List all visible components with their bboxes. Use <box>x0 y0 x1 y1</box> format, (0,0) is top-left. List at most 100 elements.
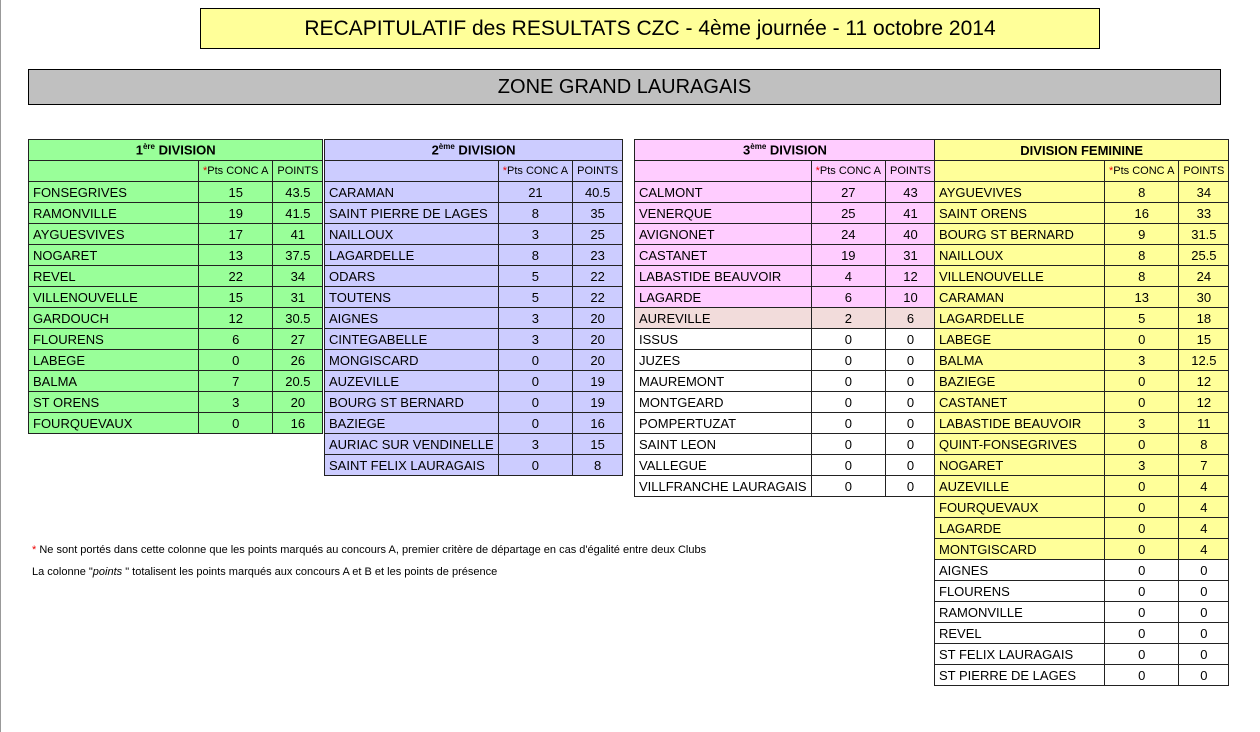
points-value: 20 <box>272 391 324 413</box>
table-row: NAILLOUX 8 25.5 <box>934 244 1230 266</box>
team-name: BALMA <box>934 349 1105 371</box>
table-row: VENERQUE 25 41 <box>634 202 936 224</box>
table-row: SAINT FELIX LAURAGAIS 0 8 <box>324 454 624 476</box>
team-name: LABASTIDE BEAUVOIR <box>934 412 1105 434</box>
division-number: 1 <box>135 142 143 158</box>
conc-a-value: 3 <box>1103 412 1180 434</box>
points-header: POINTS <box>885 160 936 182</box>
footnotes: * Ne sont portés dans cette colonne que … <box>32 539 706 583</box>
division-label: DIVISION <box>766 142 827 158</box>
conc-a-value: 0 <box>1103 580 1180 602</box>
points-value: 0 <box>1178 622 1230 644</box>
team-name: JUZES <box>634 349 812 371</box>
points-value: 33 <box>1178 202 1230 224</box>
conc-a-value: 6 <box>810 286 887 308</box>
table-row: ODARS 5 22 <box>324 265 624 287</box>
team-name: CARAMAN <box>324 181 499 203</box>
team-name: SAINT ORENS <box>934 202 1105 224</box>
points-value: 31 <box>885 244 936 266</box>
division-title: DIVISION FEMININE <box>933 139 1230 161</box>
conc-a-value: 0 <box>1103 664 1180 686</box>
points-header: POINTS <box>272 160 324 182</box>
conc-a-value: 0 <box>810 454 887 476</box>
points-value: 16 <box>572 412 624 434</box>
column-header-row: *Pts CONC A POINTS <box>324 160 624 182</box>
team-name: FOURQUEVAUX <box>28 412 199 434</box>
table-row: ISSUS 0 0 <box>634 328 936 350</box>
table-row: BAZIEGE 0 16 <box>324 412 624 434</box>
conc-a-value: 0 <box>197 412 274 434</box>
table-row: FONSEGRIVES 15 43.5 <box>28 181 324 203</box>
points-value: 27 <box>272 328 324 350</box>
page-title: RECAPITULATIF des RESULTATS CZC - 4ème j… <box>200 8 1100 49</box>
table-row: BOURG ST BERNARD 0 19 <box>324 391 624 413</box>
division-label: DIVISION <box>454 142 516 158</box>
table-row: REVEL 22 34 <box>28 265 324 287</box>
conc-a-value: 8 <box>497 202 574 224</box>
footnote-2: La colonne "points " totalisent les poin… <box>32 561 706 583</box>
points-value: 22 <box>572 265 624 287</box>
conc-a-value: 4 <box>810 265 887 287</box>
table-row: NOGARET 3 7 <box>934 454 1230 476</box>
team-name: LABASTIDE BEAUVOIR <box>634 265 812 287</box>
column-header-row: *Pts CONC A POINTS <box>28 160 324 182</box>
conc-a-value: 21 <box>497 181 574 203</box>
conc-a-value: 0 <box>810 370 887 392</box>
conc-a-value: 3 <box>497 433 574 455</box>
team-name: ST ORENS <box>28 391 199 413</box>
division-title: 2ème DIVISION <box>323 139 624 161</box>
conc-a-value: 3 <box>497 328 574 350</box>
table-row: NAILLOUX 3 25 <box>324 223 624 245</box>
table-row: CASTANET 19 31 <box>634 244 936 266</box>
points-value: 4 <box>1178 475 1230 497</box>
table-row: AVIGNONET 24 40 <box>634 223 936 245</box>
conc-a-value: 3 <box>1103 454 1180 476</box>
points-value: 41 <box>272 223 324 245</box>
conc-a-value: 17 <box>197 223 274 245</box>
points-value: 15 <box>1178 328 1230 350</box>
table-row: CINTEGABELLE 3 20 <box>324 328 624 350</box>
points-value: 43 <box>885 181 936 203</box>
conc-a-value: 8 <box>1103 181 1180 203</box>
conc-a-value: 9 <box>1103 223 1180 245</box>
table-row: FLOURENS 6 27 <box>28 328 324 350</box>
conc-a-label: Pts CONC A <box>507 165 569 177</box>
table-row: ST PIERRE DE LAGES 0 0 <box>934 664 1230 686</box>
team-name: NOGARET <box>28 244 199 266</box>
team-name: CALMONT <box>634 181 812 203</box>
division-title: 1ère DIVISION <box>27 139 324 161</box>
team-name: GARDOUCH <box>28 307 199 329</box>
conc-a-value: 7 <box>197 370 274 392</box>
division-header: 3ème DIVISION <box>634 139 936 161</box>
asterisk: * <box>32 544 37 556</box>
conc-a-header: *Pts CONC A <box>497 160 574 182</box>
table-row: BALMA 7 20.5 <box>28 370 324 392</box>
team-name: ST PIERRE DE LAGES <box>934 664 1105 686</box>
team-name: CASTANET <box>634 244 812 266</box>
team-name: MONTGISCARD <box>934 538 1105 560</box>
points-header: POINTS <box>1178 160 1230 182</box>
team-name: LABEGE <box>28 349 199 371</box>
points-value: 41.5 <box>272 202 324 224</box>
team-name: RAMONVILLE <box>28 202 199 224</box>
points-value: 0 <box>1178 643 1230 665</box>
conc-a-value: 16 <box>1103 202 1180 224</box>
table-row: CARAMAN 13 30 <box>934 286 1230 308</box>
division-table-1: 1ère DIVISION *Pts CONC A POINTS FONSEGRIVE… <box>27 139 324 434</box>
table-row: BALMA 3 12.5 <box>934 349 1230 371</box>
team-name: NAILLOUX <box>324 223 499 245</box>
table-row: GARDOUCH 12 30.5 <box>28 307 324 329</box>
points-value: 25.5 <box>1178 244 1230 266</box>
points-value: 41 <box>885 202 936 224</box>
team-name: LAGARDE <box>634 286 812 308</box>
footnote-2-post: " totalisent les points marqués aux conc… <box>122 566 498 578</box>
points-value: 16 <box>272 412 324 434</box>
points-value: 4 <box>1178 538 1230 560</box>
team-name: AUREVILLE <box>634 307 812 329</box>
points-value: 12 <box>1178 370 1230 392</box>
team-name: VILLENOUVELLE <box>28 286 199 308</box>
team-name: BAZIEGE <box>324 412 499 434</box>
table-row: VILLENOUVELLE 15 31 <box>28 286 324 308</box>
points-value: 31 <box>272 286 324 308</box>
conc-a-value: 2 <box>810 307 887 329</box>
